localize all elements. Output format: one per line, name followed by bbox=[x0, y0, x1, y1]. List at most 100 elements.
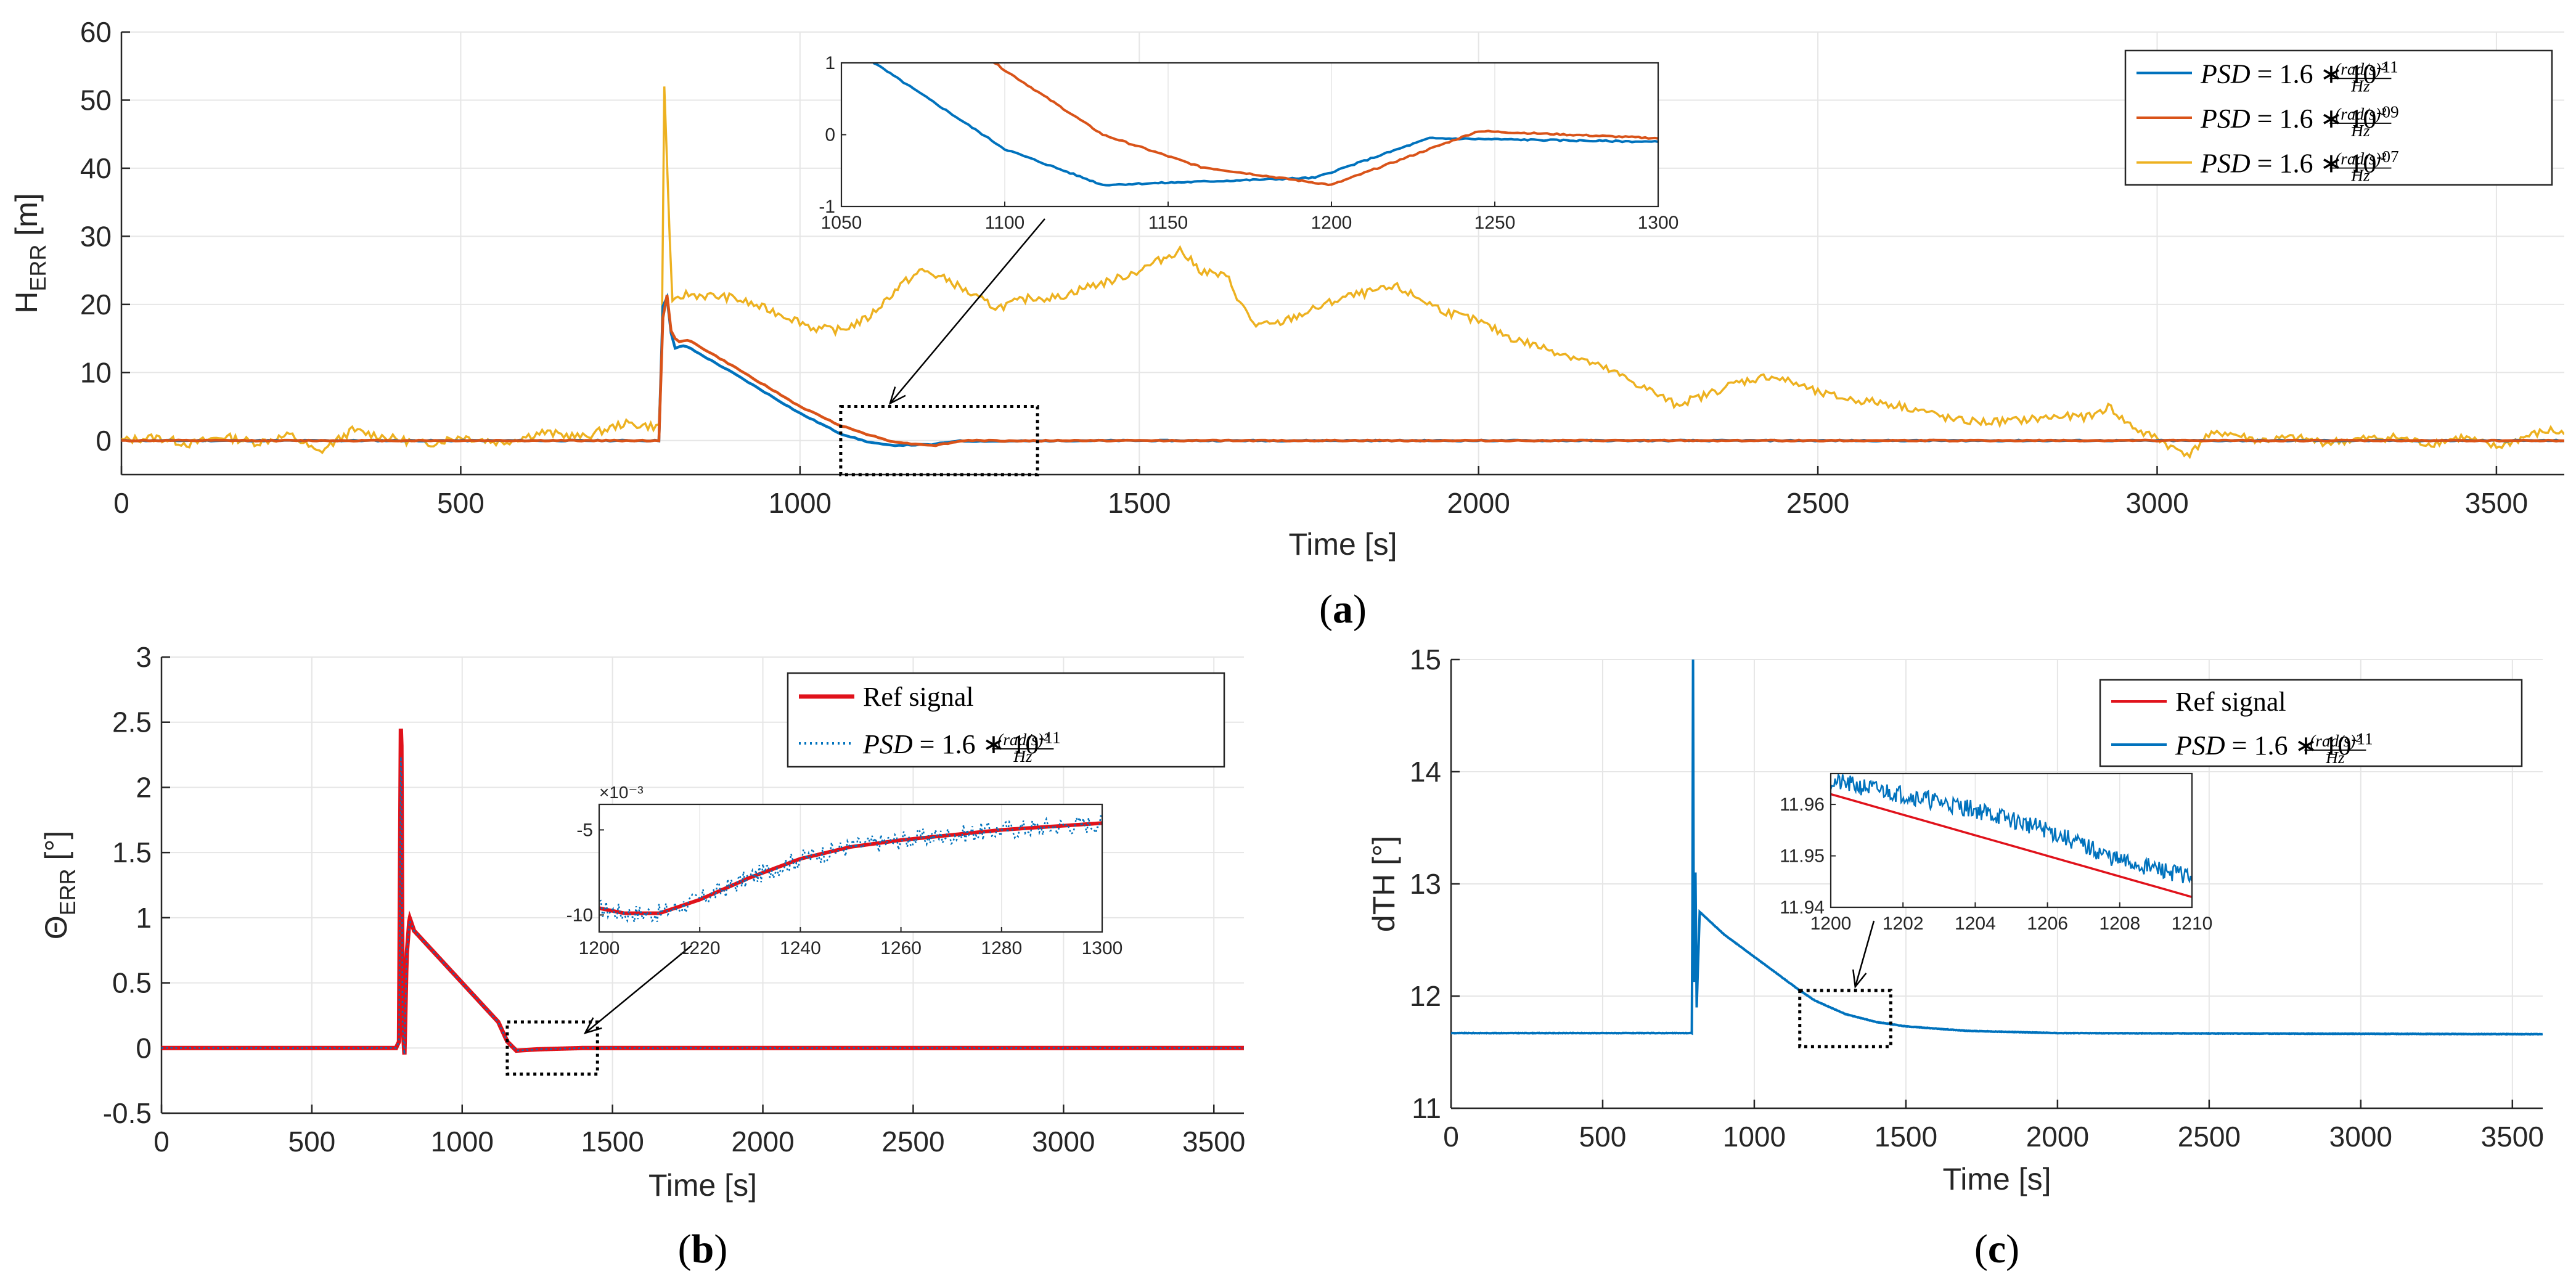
legend-fraction-num: (rad/s)² bbox=[997, 730, 1049, 749]
x-tick-label: 3500 bbox=[1182, 1126, 1245, 1158]
legend: Ref signal PSD = 1.6 ∗ 10-11(rad/s)²Hz bbox=[787, 672, 1225, 768]
chart-panel-b: 0 500 1000 1500 2000 2500 3000 3500-0.500.511.5… bbox=[39, 641, 1245, 1272]
inset-y-tick-label: 0 bbox=[825, 125, 835, 145]
legend-fraction-num: (rad/s)² bbox=[2310, 732, 2361, 750]
inset-y-tick-label: 11.96 bbox=[1780, 795, 1825, 815]
inset-y-tick-label: -1 bbox=[819, 197, 835, 217]
inset-x-tick-label: 1200 bbox=[1311, 213, 1352, 233]
inset-x-tick-label: 1220 bbox=[679, 938, 721, 958]
y-tick-label: 0 bbox=[96, 425, 112, 457]
inset-x-tick-label: 1300 bbox=[1082, 938, 1123, 958]
y-axis-label-unit: [m] bbox=[9, 193, 44, 244]
series-line bbox=[162, 756, 1244, 1055]
legend: Ref signal PSD = 1.6 ∗ 10-11(rad/s)²Hz bbox=[2099, 679, 2523, 767]
legend-fraction-den: Hz bbox=[1013, 747, 1032, 766]
inset-y-tick-label: 1 bbox=[825, 53, 835, 73]
inset-y-tick-label: 11.95 bbox=[1780, 846, 1825, 867]
inset-frame bbox=[598, 803, 1103, 933]
y-tick-label: 3 bbox=[136, 641, 152, 673]
legend-fraction-num: (rad/s)² bbox=[2335, 60, 2386, 78]
inset-plot: 1050 1100 1150 1200 1250 1300 -1 0 1 bbox=[819, 53, 1679, 233]
legend-box bbox=[787, 672, 1225, 768]
inset-x-tick-label: 1206 bbox=[2027, 913, 2068, 934]
x-tick-label: 2500 bbox=[1786, 487, 1849, 519]
series-line bbox=[121, 295, 2564, 447]
legend-fraction-num: (rad/s)² bbox=[2335, 149, 2386, 168]
legend-label: PSD = 1.6 ∗ 10-11 bbox=[2200, 58, 2398, 89]
chart-panel-c: 0 500 1000 1500 2000 2500 3000 3500 11 12 13 14 15 Ti… bbox=[1367, 644, 2544, 1272]
series-line bbox=[121, 86, 2564, 459]
inset-x-tick-label: 1202 bbox=[1883, 913, 1924, 934]
series-line bbox=[1451, 660, 2543, 1036]
y-tick-label: 50 bbox=[80, 84, 112, 116]
inset-series-line bbox=[872, 63, 1658, 187]
inset-series-line bbox=[992, 63, 1658, 187]
y-tick-label: 30 bbox=[80, 220, 112, 252]
x-tick-label: 2000 bbox=[1447, 487, 1510, 519]
x-tick-label: 1500 bbox=[1108, 487, 1171, 519]
x-tick-label: 500 bbox=[288, 1126, 336, 1158]
legend-fraction-den: Hz bbox=[2350, 76, 2370, 95]
y-axis-label-unit: [°] bbox=[39, 831, 73, 869]
y-axis-label-main: Θ bbox=[39, 915, 73, 939]
x-tick-label: 500 bbox=[437, 487, 485, 519]
legend-label: Ref signal bbox=[2175, 687, 2286, 717]
legend-label: PSD = 1.6 ∗ 10-11 bbox=[862, 728, 1061, 759]
zoom-arrow-line bbox=[1854, 920, 1875, 987]
x-tick-label: 2000 bbox=[731, 1126, 794, 1158]
legend-fraction-den: Hz bbox=[2350, 121, 2370, 140]
inset-x-tick-label: 1150 bbox=[1148, 213, 1188, 233]
inset-y-multiplier: ×10⁻³ bbox=[599, 783, 644, 802]
x-tick-label: 0 bbox=[1443, 1121, 1459, 1153]
y-tick-label: 15 bbox=[1410, 644, 1441, 676]
inset-x-tick-label: 1260 bbox=[880, 938, 922, 958]
legend-fraction-den: Hz bbox=[2325, 748, 2345, 767]
legend-label: PSD = 1.6 ∗ 10-07 bbox=[2200, 147, 2399, 179]
x-tick-label: 1500 bbox=[1875, 1121, 1937, 1153]
zoom-arrow-line bbox=[584, 945, 692, 1034]
series-group bbox=[1451, 660, 2543, 1036]
y-tick-label: 2 bbox=[136, 771, 152, 803]
x-tick-label: 2000 bbox=[2026, 1121, 2089, 1153]
y-tick-label: -0.5 bbox=[103, 1097, 152, 1129]
inset-y-tick-label: 11.94 bbox=[1780, 897, 1825, 918]
y-tick-label: 40 bbox=[80, 152, 112, 184]
legend-fraction-den: Hz bbox=[2350, 166, 2370, 185]
y-axis-label-sub: ERR bbox=[55, 868, 80, 915]
inset-x-tick-label: 1200 bbox=[1810, 913, 1852, 934]
series-group bbox=[162, 729, 1244, 1055]
y-axis-label: HERR [m] bbox=[9, 193, 51, 313]
x-tick-label: 500 bbox=[1579, 1121, 1627, 1153]
legend-fraction-num: (rad/s)² bbox=[2335, 105, 2386, 123]
inset-x-tick-label: 1210 bbox=[2172, 913, 2213, 934]
x-tick-label: 3000 bbox=[2329, 1121, 2392, 1153]
y-tick-label: 14 bbox=[1410, 756, 1441, 788]
inset-x-tick-label: 1208 bbox=[2099, 913, 2140, 934]
inset-plot: 1200 1220 1240 1260 1280 1300 -10 -5 ×10⁻³ bbox=[566, 783, 1123, 958]
zoom-box bbox=[839, 405, 1039, 476]
x-tick-label: 0 bbox=[153, 1126, 170, 1158]
legend-box bbox=[2124, 49, 2553, 186]
y-axis-label: dTH [°] bbox=[1367, 836, 1401, 932]
zoom-arrow-head bbox=[888, 386, 906, 405]
inset-plot: 1200 1202 1204 1206 1208 1210 11.94 11.95 11.96 bbox=[1780, 772, 2213, 934]
x-tick-label: 1500 bbox=[581, 1126, 644, 1158]
y-axis-label-sub: ERR bbox=[25, 245, 51, 292]
x-tick-label: 3000 bbox=[1032, 1126, 1095, 1158]
x-axis-label: Time [s] bbox=[1943, 1162, 2051, 1196]
y-tick-label: 0.5 bbox=[112, 967, 152, 999]
y-tick-label: 10 bbox=[80, 356, 112, 388]
legend-label: Ref signal bbox=[863, 682, 974, 712]
zoom-box bbox=[505, 1020, 599, 1076]
x-tick-label: 0 bbox=[113, 487, 129, 519]
inset-x-tick-label: 1300 bbox=[1638, 213, 1679, 233]
inset-background bbox=[599, 804, 1102, 932]
x-tick-label: 3500 bbox=[2481, 1121, 2544, 1153]
chart-panel-a: 0 500 1000 1500 2000 2500 3000 3500010203040506… bbox=[9, 16, 2564, 632]
inset-series-line bbox=[1831, 774, 2192, 884]
legend-label: PSD = 1.6 ∗ 10-11 bbox=[2175, 729, 2373, 761]
inset-x-tick-label: 1204 bbox=[1955, 913, 1996, 934]
x-tick-label: 2500 bbox=[881, 1126, 944, 1158]
legend-box bbox=[2099, 679, 2523, 767]
